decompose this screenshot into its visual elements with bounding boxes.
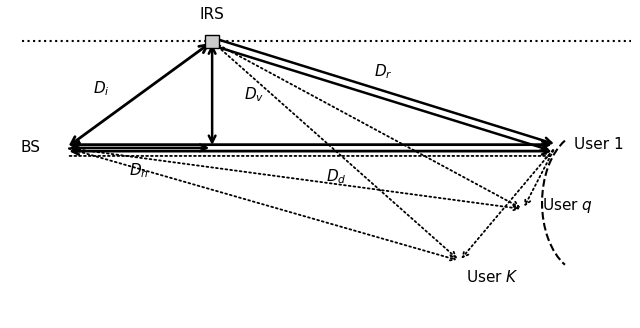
Text: $D_d$: $D_d$ <box>326 168 346 186</box>
Text: $D_r$: $D_r$ <box>374 63 393 81</box>
Text: User $q$: User $q$ <box>542 196 593 215</box>
Text: User $K$: User $K$ <box>466 269 518 285</box>
Text: IRS: IRS <box>200 7 225 22</box>
Text: $D_v$: $D_v$ <box>244 85 264 104</box>
Text: $D_h$: $D_h$ <box>129 161 149 180</box>
Bar <box>205 34 219 49</box>
Text: $D_i$: $D_i$ <box>93 79 109 97</box>
Text: BS: BS <box>21 140 41 155</box>
Text: User 1: User 1 <box>573 137 623 152</box>
